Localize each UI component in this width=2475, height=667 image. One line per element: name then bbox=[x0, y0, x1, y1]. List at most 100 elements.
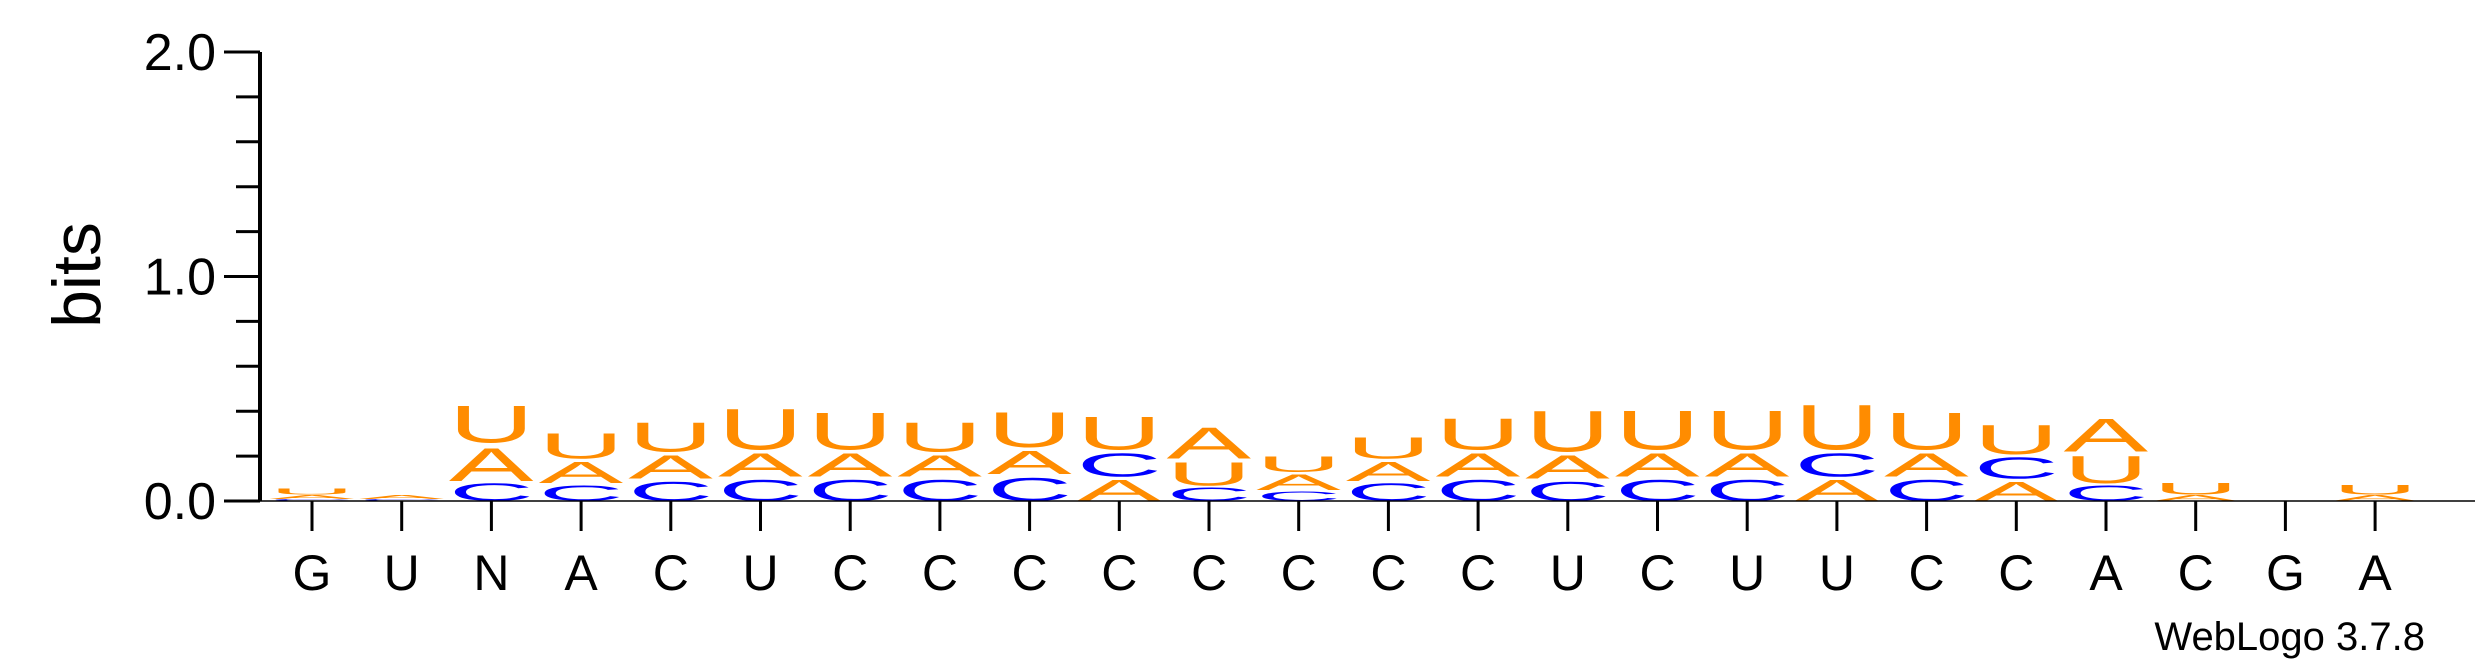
y-tick-label: 2.0 bbox=[144, 24, 216, 82]
logo-letter-A: A bbox=[897, 448, 982, 483]
logo-letter-glyph: C bbox=[1256, 488, 1341, 504]
logo-letter-glyph: U bbox=[1705, 399, 1790, 461]
y-tick-label: 1.0 bbox=[144, 249, 216, 307]
logo-letter-U: U bbox=[1884, 402, 1969, 461]
logo-letter-glyph: C bbox=[1794, 447, 1879, 484]
logo-letter-U: U bbox=[270, 487, 355, 496]
logo-letter-glyph: U bbox=[1794, 392, 1879, 464]
x-tick-label: U bbox=[1819, 545, 1855, 601]
x-tick-label: C bbox=[1639, 545, 1675, 601]
logo-letter-glyph: U bbox=[897, 414, 982, 461]
logo-letter-glyph: A bbox=[897, 448, 982, 483]
x-tick-label: U bbox=[1550, 545, 1586, 601]
x-tick-label: C bbox=[832, 545, 868, 601]
logo-letter-glyph: A bbox=[270, 494, 355, 500]
x-tick-label: C bbox=[1370, 545, 1406, 601]
logo-letter-glyph: A bbox=[718, 446, 803, 483]
logo-letter-U: U bbox=[1436, 409, 1521, 459]
logo-letter-U: U bbox=[808, 402, 893, 461]
logo-letter-A: A bbox=[1436, 446, 1521, 483]
logo-letter-glyph: U bbox=[1346, 431, 1431, 465]
logo-letter-U: U bbox=[2064, 448, 2149, 492]
logo-letter-U: U bbox=[1167, 456, 1252, 493]
logo-letter-A: A bbox=[1615, 446, 1700, 483]
logo-letter-glyph: U bbox=[1615, 399, 1700, 461]
y-axis: 0.0 1.0 2.0 bbox=[144, 24, 262, 531]
logo-letter-U: U bbox=[987, 402, 1072, 458]
logo-letter-U: U bbox=[1077, 407, 1162, 460]
x-tick-label: C bbox=[1998, 545, 2034, 601]
logo-letter-U: U bbox=[2153, 479, 2238, 498]
logo-letter-glyph: C bbox=[270, 498, 355, 501]
logo-letter-glyph: U bbox=[1436, 409, 1521, 459]
logo-letter-A: A bbox=[270, 494, 355, 500]
x-tick-label: A bbox=[2089, 545, 2123, 601]
logo-letter-glyph: U bbox=[1974, 416, 2059, 463]
logo-letter-U: U bbox=[897, 414, 982, 461]
logo-letter-glyph: A bbox=[359, 494, 444, 500]
logo-letter-C: C bbox=[1077, 447, 1162, 484]
logo-letter-U: U bbox=[628, 414, 713, 461]
logo-letter-glyph: A bbox=[1884, 446, 1969, 483]
logo-letter-glyph: U bbox=[1525, 399, 1610, 464]
logo-letter-C: C bbox=[1974, 451, 2059, 485]
logo-letter-glyph: A bbox=[539, 455, 624, 490]
logo-letter-U: U bbox=[1256, 452, 1341, 477]
x-tick-label: A bbox=[564, 545, 598, 601]
logo-letter-U: U bbox=[1794, 392, 1879, 464]
logo-letter-glyph: U bbox=[2333, 482, 2418, 498]
logo-letter-A: A bbox=[1167, 419, 1252, 469]
x-tick-label: C bbox=[922, 545, 958, 601]
x-tick-label: C bbox=[1909, 545, 1945, 601]
x-tick-label: A bbox=[2358, 545, 2392, 601]
weblogo-credit: WebLogo 3.7.8 bbox=[2154, 615, 2425, 659]
logo-letter-glyph: U bbox=[449, 395, 534, 454]
logo-letter-glyph: U bbox=[1256, 452, 1341, 477]
logo-letter-glyph: A bbox=[2153, 494, 2238, 503]
logo-letter-C: C bbox=[270, 498, 355, 501]
x-tick-label: C bbox=[653, 545, 689, 601]
logo-letter-A: A bbox=[359, 494, 444, 500]
logo-letter-A: A bbox=[718, 446, 803, 483]
x-tick-label: C bbox=[1460, 545, 1496, 601]
logo-letter-glyph: U bbox=[2064, 448, 2149, 492]
logo-letter-A: A bbox=[1256, 470, 1341, 495]
logo-letter-A: A bbox=[2064, 409, 2149, 462]
logo-letter-glyph: A bbox=[449, 438, 534, 491]
logo-letter-glyph: C bbox=[359, 498, 444, 501]
logo-letter-glyph: A bbox=[808, 446, 893, 483]
logo-letter-C: C bbox=[1256, 488, 1341, 504]
logo-letter-U: U bbox=[718, 397, 803, 462]
logo-letter-glyph: U bbox=[718, 397, 803, 462]
x-tick-label: C bbox=[1281, 545, 1317, 601]
logo-letter-A: A bbox=[449, 438, 534, 491]
logo-letter-U: U bbox=[1974, 416, 2059, 463]
logo-letter-U: U bbox=[1346, 431, 1431, 465]
x-tick-label: C bbox=[1191, 545, 1227, 601]
logo-letter-glyph: A bbox=[1436, 446, 1521, 483]
x-tick-label: U bbox=[1729, 545, 1765, 601]
x-tick-label: N bbox=[473, 545, 509, 601]
logo-letter-glyph: A bbox=[2064, 409, 2149, 462]
logo-letter-A: A bbox=[628, 448, 713, 485]
logo-letter-glyph: A bbox=[1256, 470, 1341, 495]
logo-letter-glyph: U bbox=[2153, 479, 2238, 498]
logo-letter-glyph: C bbox=[1077, 447, 1162, 484]
logo-letter-glyph: A bbox=[2333, 494, 2418, 503]
logo-letter-A: A bbox=[1525, 448, 1610, 485]
logo-letter-glyph: A bbox=[1705, 446, 1790, 483]
x-tick-label: G bbox=[293, 545, 332, 601]
logo-letter-glyph: C bbox=[1167, 483, 1252, 505]
logo-letter-A: A bbox=[539, 455, 624, 490]
logo-letter-C: C bbox=[1167, 483, 1252, 505]
logo-letter-U: U bbox=[1705, 399, 1790, 461]
logo-letter-C: C bbox=[359, 498, 444, 501]
logo-letter-glyph: A bbox=[1525, 448, 1610, 485]
logo-letter-U: U bbox=[539, 426, 624, 466]
logo-letter-C: C bbox=[1794, 447, 1879, 484]
logo-letter-U: U bbox=[449, 395, 534, 454]
logo-letter-A: A bbox=[1705, 446, 1790, 483]
